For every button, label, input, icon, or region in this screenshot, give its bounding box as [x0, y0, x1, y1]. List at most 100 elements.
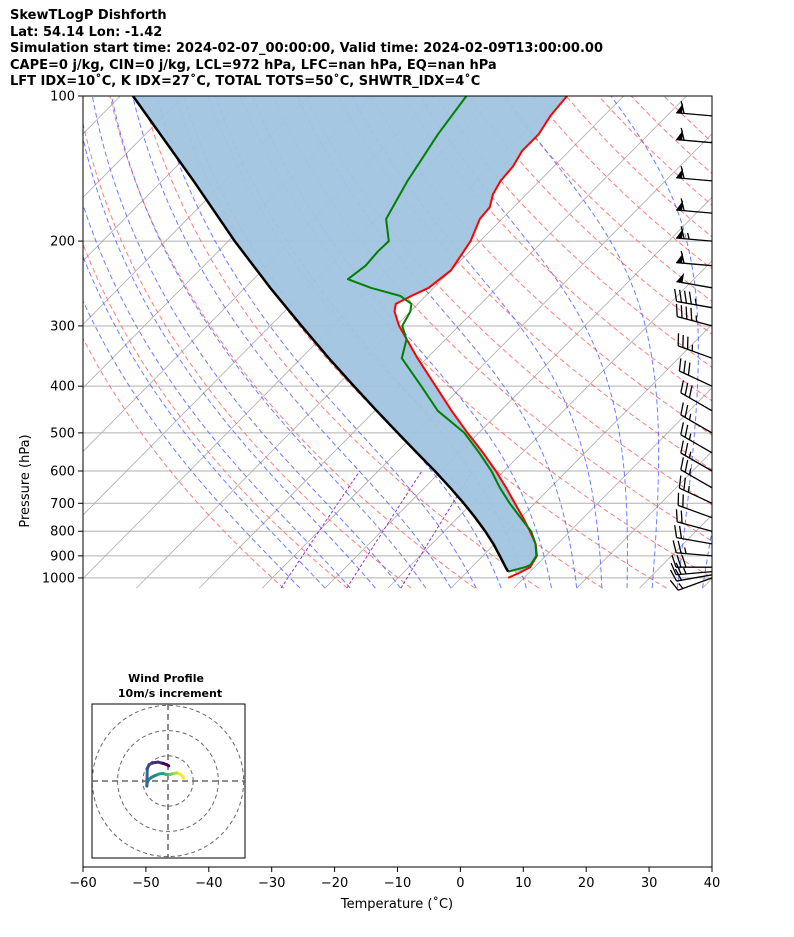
dry-adiabat-line	[435, 96, 712, 368]
x-tick-label: −50	[132, 876, 159, 891]
moist-adiabat-line	[91, 96, 401, 589]
moist-adiabat-line	[83, 255, 326, 589]
title-line-station: SkewTLogP Dishforth	[10, 8, 167, 23]
moist-adiabat-line	[351, 96, 603, 589]
profile-lines	[131, 96, 568, 579]
chart-title-block: SkewTLogP Dishforth Lat: 54.14 Lon: -1.4…	[10, 8, 603, 91]
y-tick-label: 700	[50, 497, 75, 512]
title-line-latlon: Lat: 54.14 Lon: -1.42	[10, 24, 163, 40]
moist-adiabat-line	[83, 299, 301, 589]
x-tick-label: 20	[578, 876, 595, 891]
wind-barb	[677, 333, 713, 359]
hodograph-ring	[117, 730, 219, 832]
moist-adiabat-line	[610, 96, 699, 589]
dewpoint-line	[346, 96, 538, 573]
title-line-indices-2: LFT IDX=10˚C, K IDX=27˚C, TOTAL TOTS=50˚…	[10, 74, 481, 89]
x-tick-label: −30	[258, 876, 285, 891]
isotherm-line	[639, 514, 712, 589]
wind-barb	[670, 562, 713, 576]
dry-adiabat-line	[598, 96, 712, 206]
moist-adiabat-line	[83, 202, 351, 589]
dry-adiabat-line	[467, 96, 712, 335]
wind-barbs	[669, 101, 713, 591]
y-tick-label: 600	[50, 465, 75, 480]
dry-adiabat-line	[304, 96, 712, 506]
isotherm-line	[261, 133, 712, 589]
cape-shading	[133, 96, 567, 572]
moist-adiabat-line	[83, 136, 376, 589]
y-tick-label: 800	[50, 525, 75, 540]
moist-adiabat-line	[702, 527, 712, 589]
wind-barb	[671, 554, 712, 568]
wind-barb	[672, 540, 713, 557]
x-tick-label: 10	[515, 876, 532, 891]
moist-adiabat-line	[419, 96, 628, 589]
moist-adiabat-line	[296, 96, 578, 589]
x-tick-label: 40	[704, 876, 721, 891]
dry-adiabat-line	[142, 96, 540, 589]
wind-barb	[669, 577, 713, 591]
title-line-times: Simulation start time: 2024-02-07_00:00:…	[10, 41, 603, 56]
wind-barb	[676, 272, 713, 289]
isotherm-line	[83, 96, 184, 198]
wind-barb	[676, 127, 713, 144]
isotherm-line	[702, 577, 712, 589]
hodograph-segment	[165, 763, 171, 768]
wind-barb	[680, 422, 713, 454]
dry-adiabat-line	[83, 121, 412, 589]
hodograph-title: Wind Profile	[128, 672, 204, 685]
hodograph-inset	[91, 703, 246, 859]
wind-barb	[680, 440, 713, 472]
wind-barb	[675, 509, 713, 532]
mixing-ratio-line	[280, 470, 361, 589]
dry-adiabat-line	[500, 96, 712, 302]
dry-adiabat-line	[83, 337, 285, 589]
wind-barb	[674, 525, 713, 545]
wind-barb	[676, 166, 713, 182]
wind-barb	[680, 457, 713, 489]
wind-barb	[677, 492, 713, 519]
y-tick-label: 300	[50, 319, 75, 334]
axes: −60 −50 −40 −30 −20 −10 0 10 20 30 40 100 200 300 400 5…	[42, 90, 720, 892]
wind-barb	[675, 303, 713, 327]
moist-adiabat-line	[728, 96, 794, 588]
wind-barb	[678, 358, 713, 387]
x-axis-label: Temperature (˚C)	[340, 896, 453, 912]
wind-barb	[676, 101, 713, 117]
x-tick-label: 0	[456, 876, 464, 891]
y-tick-label: 100	[50, 90, 75, 105]
wind-barb	[676, 226, 713, 242]
wind-barb	[680, 380, 713, 412]
isotherm-line	[450, 323, 712, 589]
x-tick-label: 30	[641, 876, 658, 891]
wind-barb	[674, 288, 713, 309]
dry-adiabat-line	[83, 242, 348, 589]
y-tick-label: 500	[50, 426, 75, 441]
mixing-ratio-line	[346, 470, 423, 589]
moist-adiabat-line	[132, 96, 452, 589]
y-tick-label: 400	[50, 380, 75, 395]
dry-adiabat-line	[630, 96, 712, 175]
wind-barb	[676, 250, 713, 267]
y-tick-label: 200	[50, 235, 75, 250]
cape-area	[133, 96, 567, 572]
y-tick-label: 900	[50, 549, 75, 564]
dry-adiabat-line	[337, 96, 712, 471]
wind-barb	[678, 475, 713, 504]
dry-adiabat-line	[533, 96, 712, 270]
wind-barb	[680, 402, 713, 434]
moist-adiabat-line	[504, 96, 660, 589]
x-tick-label: −20	[321, 876, 348, 891]
x-tick-label: −10	[384, 876, 411, 891]
dry-adiabat-line	[109, 96, 476, 589]
isotherm-line	[513, 387, 712, 589]
hodograph-segment	[145, 766, 149, 788]
moist-adiabat-line	[156, 96, 477, 589]
y-tick-label: 1000	[42, 571, 75, 586]
title-line-indices-1: CAPE=0 j/kg, CIN=0 j/kg, LCL=972 hPa, LF…	[10, 57, 497, 73]
isotherm-line	[576, 450, 712, 589]
isotherm-line	[83, 96, 247, 262]
isotherm-line	[324, 196, 712, 589]
wind-barb	[676, 198, 713, 214]
